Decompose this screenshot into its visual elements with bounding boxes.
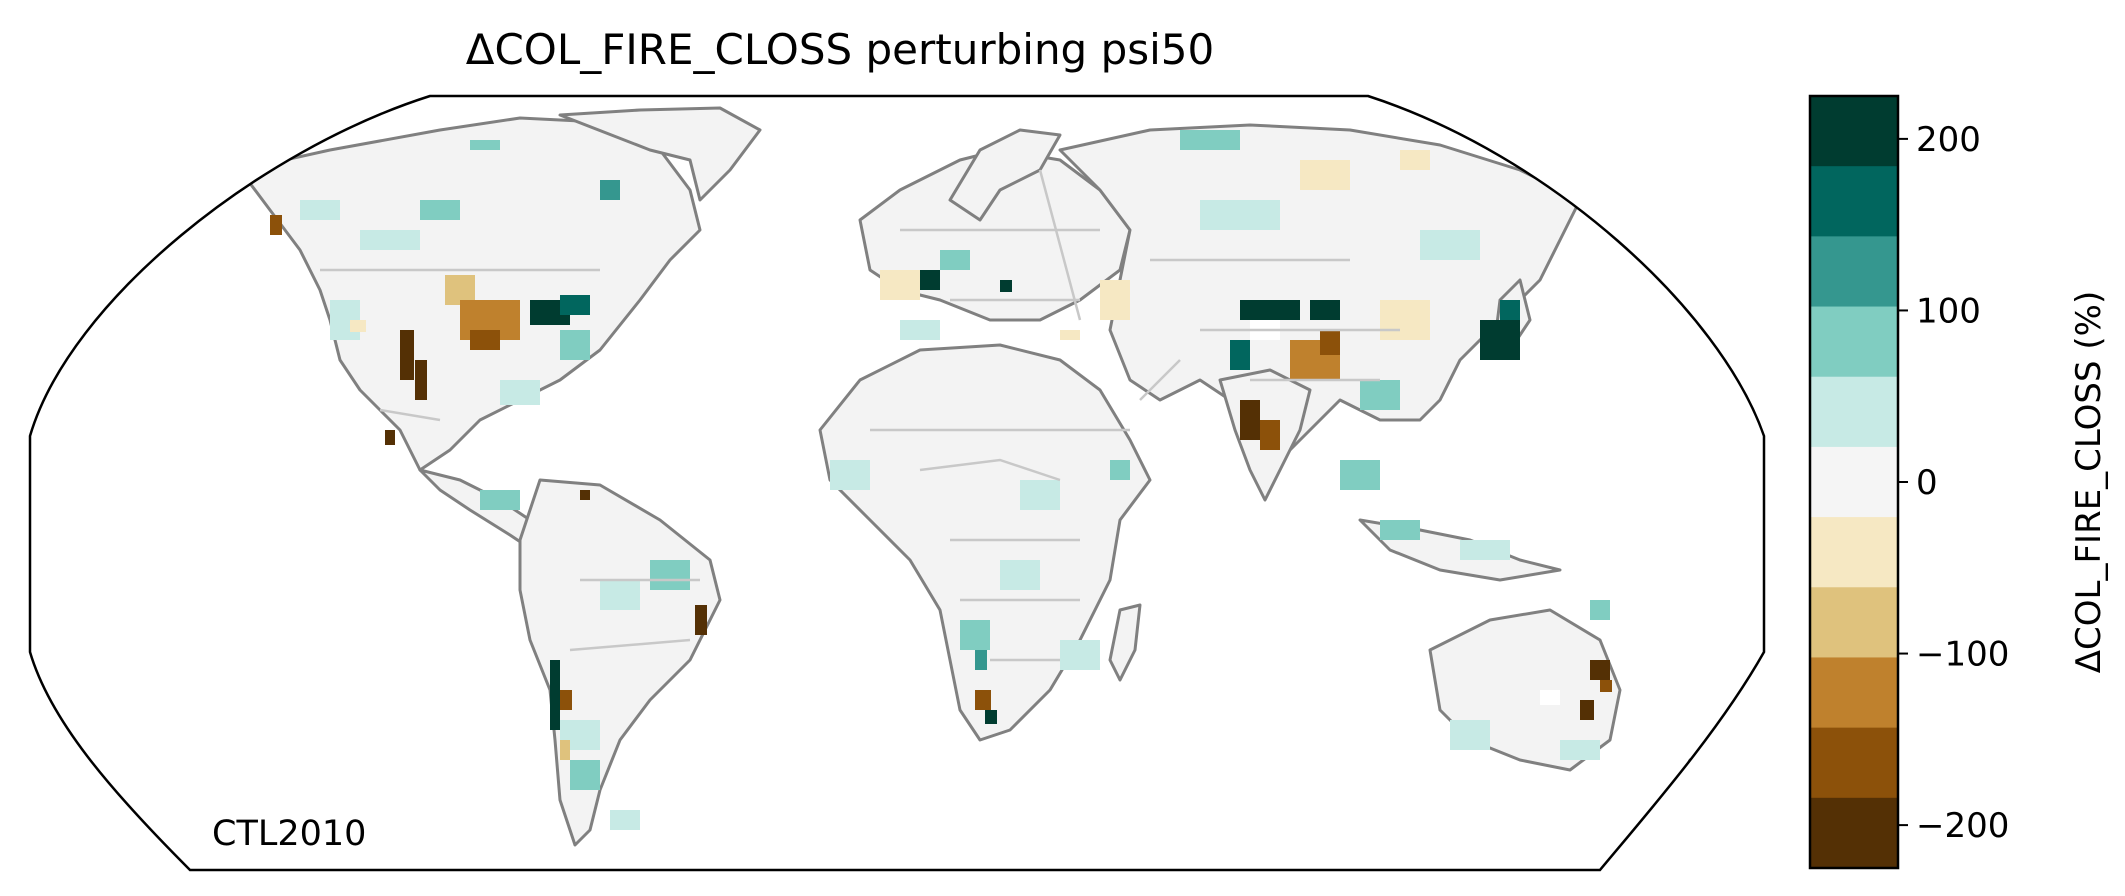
colorbar-segment bbox=[1810, 96, 1898, 167]
country-borders bbox=[320, 169, 1400, 662]
colorbar-label: ΔCOL_FIRE_CLOSS (%) bbox=[2069, 291, 2109, 673]
colorbar-tick-label: −200 bbox=[1916, 806, 2009, 846]
land-asia bbox=[1058, 123, 1582, 472]
colorbar-segment bbox=[1810, 797, 1898, 869]
colorbar-segment bbox=[1810, 376, 1898, 448]
colorbar-tick-label: −100 bbox=[1916, 635, 2009, 675]
colorbar-segment bbox=[1810, 587, 1898, 658]
land-madagascar bbox=[1108, 603, 1142, 682]
world-map bbox=[238, 106, 1707, 847]
map-title: ΔCOL_FIRE_CLOSS perturbing psi50 bbox=[466, 25, 1214, 74]
colorbar-tick-label: 100 bbox=[1916, 291, 1981, 331]
colorbar-segment bbox=[1810, 306, 1898, 378]
colorbar-segment bbox=[1810, 166, 1898, 237]
anomaly-patches bbox=[270, 130, 1612, 830]
colorbar-segment bbox=[1810, 236, 1898, 308]
land-africa bbox=[818, 343, 1152, 742]
colorbar-tick-label: 0 bbox=[1916, 463, 1938, 503]
land-new-zealand bbox=[1673, 758, 1707, 802]
land-scandinavia bbox=[948, 128, 1062, 222]
colorbar: 200 100 0 −100 −200 ΔCOL_FIRE_CLOSS (%) bbox=[1808, 94, 2109, 870]
map-outline bbox=[28, 94, 1766, 872]
colorbar-tick-label: 200 bbox=[1916, 120, 1981, 160]
colorbar-segment bbox=[1810, 517, 1898, 588]
panel-label: CTL2010 bbox=[212, 814, 366, 854]
colorbar-segment bbox=[1810, 727, 1898, 799]
colorbar-segment bbox=[1810, 657, 1898, 729]
land-greenland bbox=[558, 106, 762, 202]
colorbar-segment bbox=[1810, 446, 1898, 518]
